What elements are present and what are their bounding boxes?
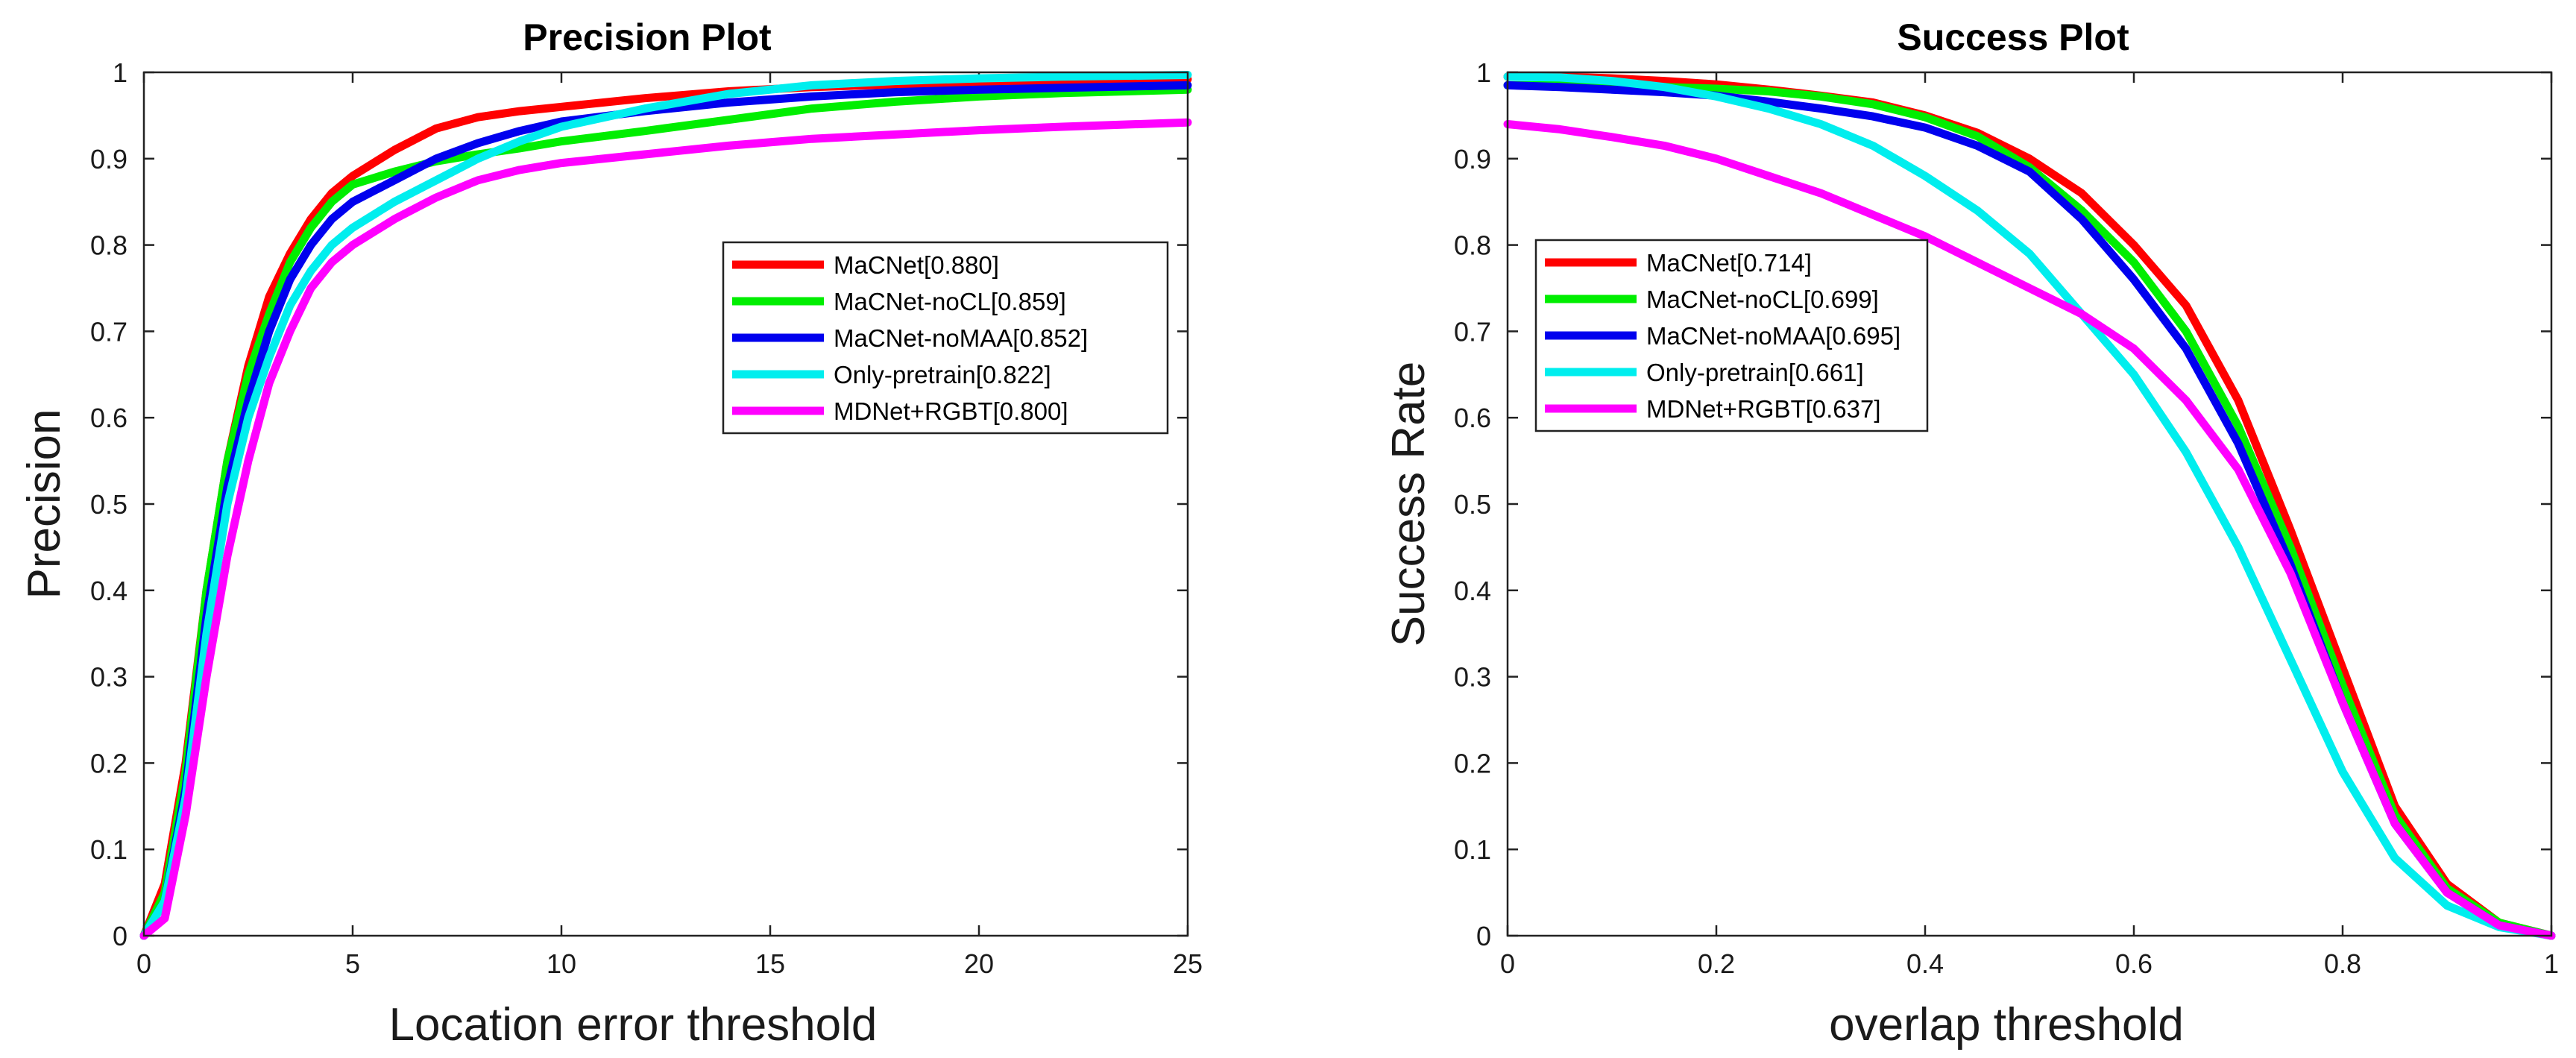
precision-x-tick-label: 10 <box>547 948 576 979</box>
success-y-tick-label: 0.6 <box>1454 403 1491 433</box>
precision-y-ticks: 0 0.1 0.2 0.3 0.4 0.5 0.6 0.7 0.8 0.9 1 <box>90 57 1188 951</box>
success-y-tick-label: 1 <box>1476 57 1491 88</box>
precision-y-tick-label: 0.5 <box>90 489 127 520</box>
success-y-ticks: 0 0.1 0.2 0.3 0.4 0.5 0.6 0.7 0.8 0.9 1 <box>1454 57 2551 951</box>
precision-y-axis-label: Precision <box>19 409 70 599</box>
precision-series-macnet <box>139 75 1192 940</box>
success-plot-panel: Success Plot 0 0.2 0.4 0.6 0.8 1 0 0.1 0.2 0.3 0.… <box>1383 16 2559 1051</box>
success-series-macnet <box>1503 72 2556 940</box>
precision-series-macnet-nocl <box>139 85 1192 940</box>
success-x-tick-label: 0.2 <box>1698 948 1735 979</box>
success-y-tick-label: 0.4 <box>1454 576 1491 606</box>
success-x-tick-label: 0.6 <box>2115 948 2153 979</box>
success-plot-frame <box>1506 71 2553 937</box>
precision-x-axis-label: Location error threshold <box>389 999 878 1051</box>
precision-y-tick-label: 0.3 <box>90 662 127 693</box>
success-x-tick-label: 0.4 <box>1906 948 1944 979</box>
precision-y-tick-label: 0.2 <box>90 748 127 778</box>
precision-y-tick-label: 0.4 <box>90 576 127 606</box>
success-series-mdnet-rgbt <box>1503 120 2556 940</box>
success-series-only-pretrain <box>1503 72 2556 940</box>
precision-series-lines <box>139 71 1192 940</box>
success-y-tick-label: 0.8 <box>1454 230 1491 261</box>
success-plot-title: Success Plot <box>1897 16 2129 58</box>
precision-legend-label-macnet-nocl: MaCNet-noCL[0.859] <box>834 288 1066 315</box>
success-legend-label-macnet-nomaa: MaCNet-noMAA[0.695] <box>1646 322 1900 350</box>
precision-series-mdnet-rgbt <box>139 118 1192 940</box>
success-y-tick-label: 0.9 <box>1454 144 1491 174</box>
success-x-tick-label: 0 <box>1500 948 1515 979</box>
precision-y-tick-label: 0.7 <box>90 316 127 347</box>
success-y-axis-label: Success Rate <box>1383 362 1435 647</box>
precision-y-tick-label: 0.1 <box>90 834 127 865</box>
success-y-tick-label: 0.1 <box>1454 834 1491 865</box>
success-series-macnet-nocl <box>1503 81 2556 940</box>
success-series-lines <box>1503 72 2556 940</box>
precision-legend-label-macnet: MaCNet[0.880] <box>834 251 999 279</box>
success-y-tick-label: 0 <box>1476 921 1491 951</box>
success-legend-label-mdnet-rgbt: MDNet+RGBT[0.637] <box>1646 395 1881 423</box>
success-legend-label-macnet-nocl: MaCNet-noCL[0.699] <box>1646 286 1879 313</box>
success-x-axis-label: overlap threshold <box>1829 999 2184 1051</box>
success-legend-label-macnet: MaCNet[0.714] <box>1646 249 1812 277</box>
precision-x-tick-label: 25 <box>1173 948 1203 979</box>
success-y-tick-label: 0.5 <box>1454 489 1491 520</box>
precision-y-tick-label: 1 <box>113 57 127 88</box>
precision-y-tick-label: 0.8 <box>90 230 127 261</box>
precision-x-tick-label: 0 <box>136 948 151 979</box>
success-x-ticks: 0 0.2 0.4 0.6 0.8 1 <box>1500 72 2559 979</box>
precision-legend-label-mdnet-rgbt: MDNet+RGBT[0.800] <box>834 397 1068 425</box>
success-x-tick-label: 0.8 <box>2324 948 2361 979</box>
precision-legend-label-only-pretrain: Only-pretrain[0.822] <box>834 361 1051 388</box>
precision-y-tick-label: 0 <box>113 921 127 951</box>
success-y-tick-label: 0.7 <box>1454 316 1491 347</box>
precision-series-only-pretrain <box>139 71 1192 940</box>
precision-x-tick-label: 20 <box>964 948 994 979</box>
precision-x-tick-label: 15 <box>755 948 785 979</box>
success-x-tick-label: 1 <box>2544 948 2559 979</box>
precision-series-macnet-nomaa <box>139 81 1192 940</box>
precision-y-tick-label: 0.9 <box>90 144 127 174</box>
success-legend-label-only-pretrain: Only-pretrain[0.661] <box>1646 359 1864 386</box>
success-legend: MaCNet[0.714] MaCNet-noCL[0.699] MaCNet-no… <box>1534 239 1929 432</box>
precision-plot-title: Precision Plot <box>523 16 772 58</box>
precision-plot-frame <box>142 71 1189 937</box>
precision-plot-panel: Precision Plot 0 5 10 15 20 25 00.10.20.30.40… <box>19 16 1203 1051</box>
precision-legend-label-macnet-nomaa: MaCNet-noMAA[0.852] <box>834 324 1088 352</box>
success-y-tick-label: 0.2 <box>1454 748 1491 778</box>
success-y-tick-label: 0.3 <box>1454 662 1491 693</box>
precision-y-tick-label: 0.6 <box>90 403 127 433</box>
precision-legend: MaCNet[0.880] MaCNet-noCL[0.859] MaCNet-no… <box>722 241 1169 435</box>
precision-x-tick-label: 5 <box>345 948 360 979</box>
precision-x-ticks: 0 5 10 15 20 25 <box>136 72 1203 979</box>
